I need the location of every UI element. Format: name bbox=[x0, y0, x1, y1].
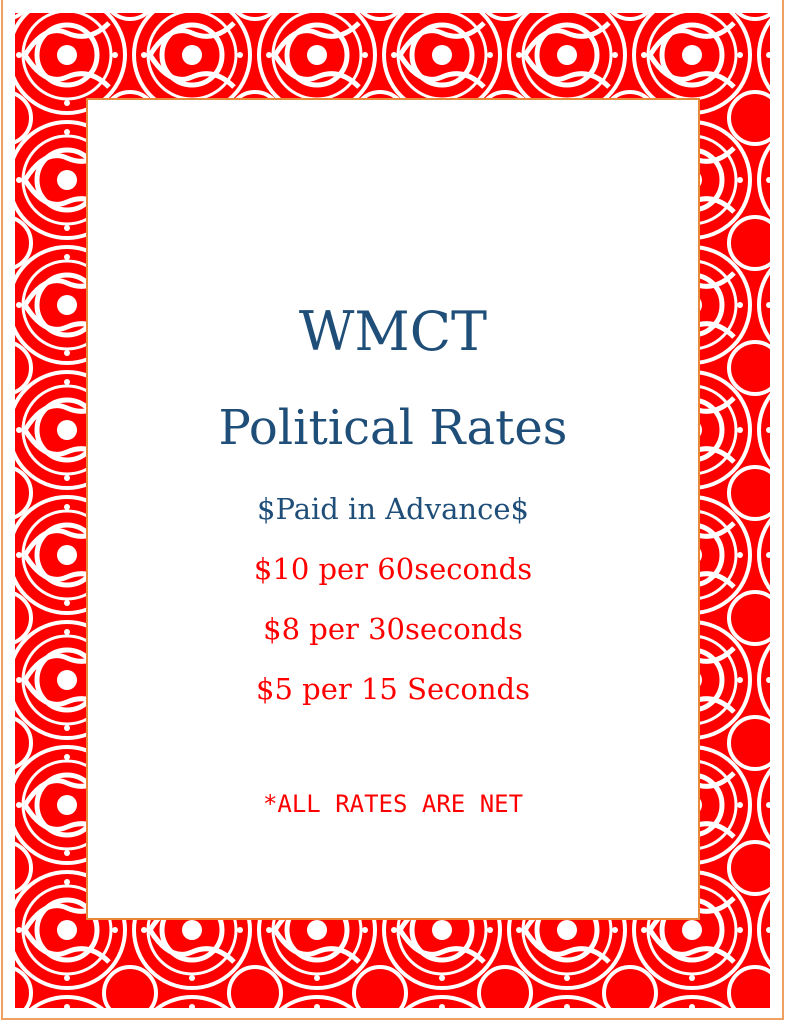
rate-line: $5 per 15 Seconds bbox=[256, 672, 530, 706]
page-title: WMCT bbox=[298, 300, 488, 363]
content-panel: WMCT Political Rates $Paid in Advance$ $… bbox=[86, 98, 700, 920]
rate-line: $8 per 30seconds bbox=[263, 612, 523, 646]
footnote: *ALL RATES ARE NET bbox=[262, 790, 524, 818]
page-subtitle: Political Rates bbox=[218, 400, 568, 456]
rate-line: $10 per 60seconds bbox=[253, 552, 533, 586]
payment-note: $Paid in Advance$ bbox=[257, 492, 529, 526]
